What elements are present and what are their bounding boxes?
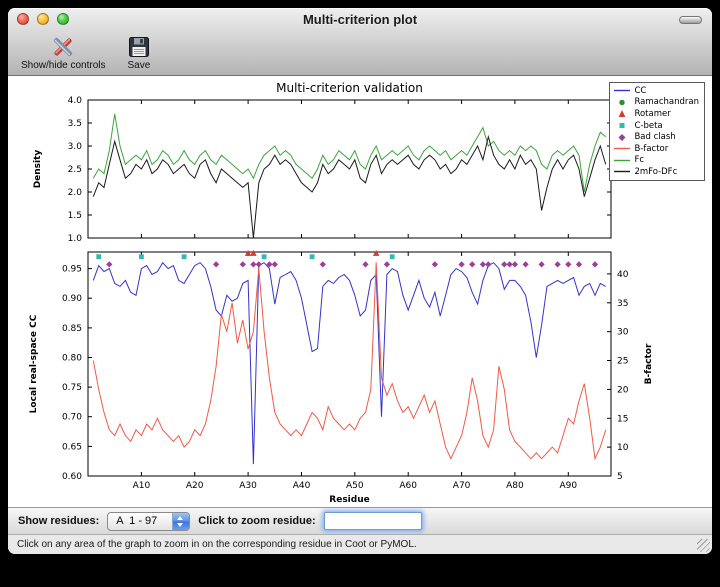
titlebar[interactable]: Multi-criterion plot [8,8,712,30]
legend-line-symbol [613,167,631,176]
legend-entry: Ramachandran [613,97,699,109]
floppy-save-icon [128,34,150,60]
app-window: Multi-criterion plot [8,8,712,554]
save-button[interactable]: Save [125,33,154,72]
svg-text:20: 20 [617,385,629,395]
svg-text:A50: A50 [346,481,364,491]
svg-text:A80: A80 [506,481,524,491]
show-hide-controls-button[interactable]: Show/hide controls [18,33,109,72]
svg-text:0.90: 0.90 [62,294,82,304]
svg-text:0.60: 0.60 [62,472,82,482]
svg-text:0.65: 0.65 [62,442,82,452]
show-hide-controls-label: Show/hide controls [21,60,106,71]
svg-text:A40: A40 [293,481,311,491]
svg-text:15: 15 [617,414,628,424]
show-residues-select[interactable]: A 1 - 97 [107,511,191,531]
show-residues-label: Show residues: [18,515,100,527]
legend-entry: Rotamer [613,108,699,120]
legend-label: Rotamer [634,108,671,119]
svg-text:Multi-criterion validation: Multi-criterion validation [276,81,423,95]
svg-text:A60: A60 [399,481,417,491]
svg-text:A90: A90 [559,481,577,491]
legend-entry: 2mFo-DFc [613,166,699,178]
zoom-residue-label: Click to zoom residue: [198,515,316,527]
legend-label: Ramachandran [634,97,699,108]
plot-content: Multi-criterion validation 1.0 1.5 2.0 2.5 3.… [8,76,712,507]
popup-arrows-icon [172,512,190,530]
svg-text:25: 25 [617,357,628,367]
svg-text:4.0: 4.0 [68,96,83,106]
svg-text:35: 35 [617,299,628,309]
svg-text:Residue: Residue [329,495,369,505]
controls-bar: Show residues: A 1 - 97 Click to zoom re… [8,507,712,534]
svg-text:B-factor: B-factor [644,343,654,384]
legend-triangle-symbol [613,109,631,118]
close-button[interactable] [17,13,29,25]
legend-line-symbol [613,86,631,95]
legend-circle-symbol [613,98,631,107]
svg-text:1.5: 1.5 [68,211,82,221]
legend-square-symbol [613,121,631,130]
toolbar-toggle-capsule[interactable] [679,16,702,24]
legend: CC Ramachandran Rotamer C-beta Bad clash B-fa… [609,82,705,181]
legend-label: Bad clash [634,132,676,143]
traffic-lights [17,13,69,25]
plot-canvas[interactable]: Multi-criterion validation 1.0 1.5 2.0 2.5 3.… [10,78,710,507]
legend-entry: C-beta [613,120,699,132]
svg-text:3.5: 3.5 [68,119,82,129]
legend-line-symbol [613,156,631,165]
legend-diamond-symbol [613,133,631,142]
legend-label: C-beta [634,120,663,131]
svg-text:A20: A20 [186,481,204,491]
resize-grip[interactable] [697,539,710,552]
svg-text:A10: A10 [133,481,151,491]
show-residues-value: A 1 - 97 [116,514,158,527]
window-header: Multi-criterion plot [8,8,712,76]
svg-text:0.80: 0.80 [62,354,82,364]
window-title: Multi-criterion plot [302,12,418,27]
svg-text:3.0: 3.0 [68,142,83,152]
figure: Multi-criterion validation 1.0 1.5 2.0 2.5 3.… [10,78,710,506]
legend-entry: Bad clash [613,131,699,143]
svg-text:0.70: 0.70 [62,413,82,423]
legend-label: Fc [634,155,644,166]
svg-text:Density: Density [33,150,43,189]
crossed-tools-icon [50,34,76,60]
status-text: Click on any area of the graph to zoom i… [17,539,417,550]
svg-text:2.5: 2.5 [68,165,82,175]
svg-text:A70: A70 [453,481,471,491]
svg-text:2.0: 2.0 [68,188,83,198]
zoom-residue-input[interactable] [323,512,422,530]
svg-text:0.95: 0.95 [62,265,82,275]
legend-label: B-factor [634,143,669,154]
svg-text:1.0: 1.0 [68,234,83,244]
svg-text:Local real-space CC: Local real-space CC [29,314,39,413]
svg-text:30: 30 [617,328,629,338]
legend-entry: B-factor [613,143,699,155]
svg-text:0.75: 0.75 [62,383,82,393]
save-label: Save [127,60,151,71]
minimize-button[interactable] [37,13,49,25]
svg-text:5: 5 [617,472,623,482]
legend-entry: Fc [613,155,699,167]
svg-text:A30: A30 [239,481,257,491]
toolbar: Show/hide controls Save [8,30,712,76]
legend-label: 2mFo-DFc [634,166,678,177]
legend-label: CC [634,85,647,96]
svg-text:0.85: 0.85 [62,324,82,334]
legend-line-symbol [613,144,631,153]
svg-text:10: 10 [617,443,629,453]
status-bar: Click on any area of the graph to zoom i… [8,534,712,554]
legend-entry: CC [613,85,699,97]
zoom-button[interactable] [57,13,69,25]
svg-text:40: 40 [617,270,629,280]
